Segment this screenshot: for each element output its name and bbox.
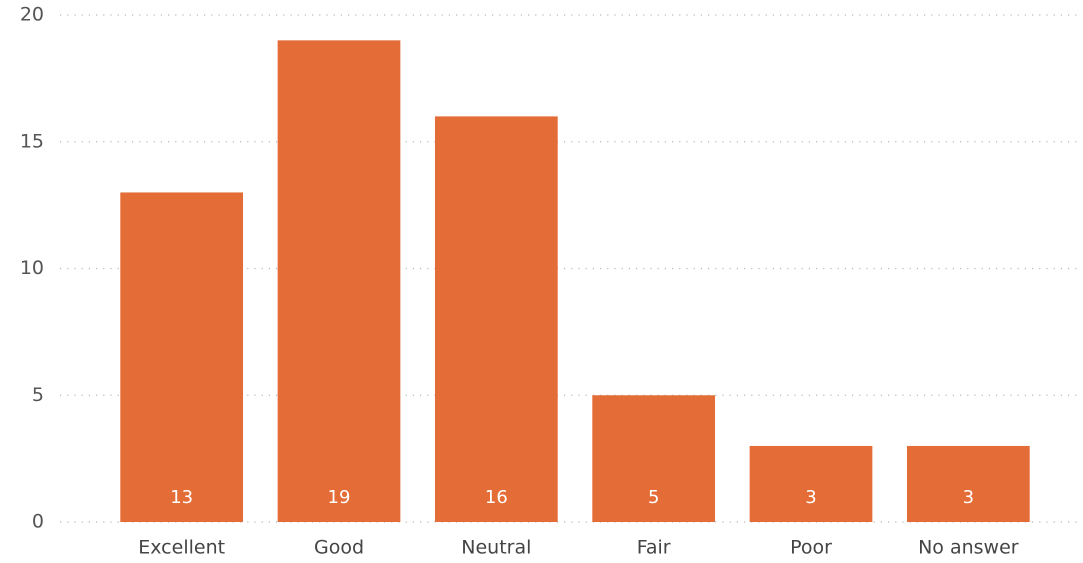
x-tick-label: Fair [637,537,671,559]
data-label: 19 [328,487,351,508]
x-tick-label: Excellent [138,537,225,559]
data-label: 3 [805,487,816,508]
y-tick-label: 5 [32,384,44,406]
x-tick-label: Neutral [461,537,531,559]
y-tick-label: 0 [32,511,44,533]
bar [906,445,1030,522]
x-tick-label: No answer [918,537,1019,559]
data-label: 5 [648,487,659,508]
x-tick-label: Good [314,537,364,559]
data-label: 16 [485,487,508,508]
bar [749,445,873,522]
y-tick-label: 20 [20,4,44,26]
data-label: 3 [963,487,974,508]
x-tick-label: Poor [790,537,832,559]
bar [592,395,716,522]
data-label: 13 [170,487,193,508]
bar [277,40,401,522]
y-tick-label: 15 [20,130,44,152]
y-tick-label: 10 [20,257,44,279]
bar [434,116,558,523]
bar [120,192,244,522]
